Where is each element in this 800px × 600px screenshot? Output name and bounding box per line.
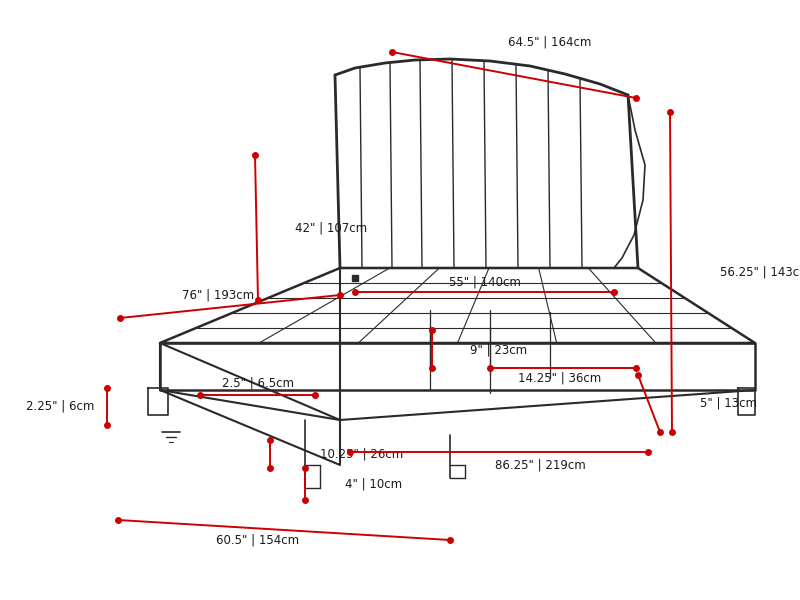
Text: 42" | 107cm: 42" | 107cm <box>295 221 367 235</box>
Text: 55" | 140cm: 55" | 140cm <box>449 275 521 289</box>
Text: 86.25" | 219cm: 86.25" | 219cm <box>494 458 586 472</box>
Text: 2.5" | 6.5cm: 2.5" | 6.5cm <box>222 377 294 389</box>
Text: 2.25" | 6cm: 2.25" | 6cm <box>26 400 94 413</box>
Text: 60.5" | 154cm: 60.5" | 154cm <box>217 533 299 547</box>
Text: 4" | 10cm: 4" | 10cm <box>345 478 402 491</box>
Text: 9" | 23cm: 9" | 23cm <box>470 343 527 356</box>
Text: 56.25" | 143cm: 56.25" | 143cm <box>720 265 800 278</box>
Text: 14.25" | 36cm: 14.25" | 36cm <box>518 371 602 385</box>
Text: 10.25" | 26cm: 10.25" | 26cm <box>320 448 403 461</box>
Text: 64.5" | 164cm: 64.5" | 164cm <box>508 35 592 49</box>
Text: 5" | 13cm: 5" | 13cm <box>700 397 757 409</box>
Text: 76" | 193cm: 76" | 193cm <box>182 289 254 301</box>
